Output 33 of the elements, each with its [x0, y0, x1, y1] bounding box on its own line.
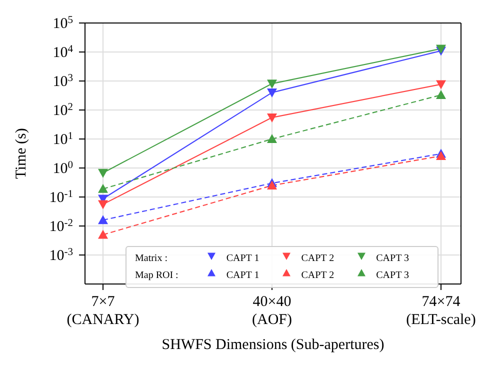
- y-axis-title: Time (s): [13, 128, 30, 179]
- x-axis-title: SHWFS Dimensions (Sub-apertures): [162, 337, 384, 353]
- y-tick-label: 10$^{4}$: [52, 44, 74, 61]
- y-tick-label: 10$^{-2}$: [49, 218, 73, 235]
- legend-label: CAPT 2: [300, 269, 336, 283]
- legend-label: CAPT 1: [225, 252, 260, 266]
- annotation: Matrix :: [134, 252, 168, 266]
- y-tick-label: 10$^{2}$: [52, 102, 73, 119]
- annotation: Map ROI :: [134, 269, 180, 283]
- legend-label: CAPT 1: [225, 269, 260, 283]
- point: [436, 90, 446, 99]
- point: [267, 134, 277, 143]
- point: [98, 168, 108, 178]
- point: [267, 80, 277, 89]
- point: [98, 215, 108, 224]
- point: [267, 88, 277, 98]
- y-tick-label: 10$^{3}$: [52, 72, 73, 90]
- point: [98, 184, 108, 193]
- y-tick-label: 10$^{5}$: [52, 14, 73, 32]
- y-tick-label: 10$^{-3}$: [49, 246, 73, 264]
- point: [436, 80, 446, 90]
- y-tick-label: 10$^{-1}$: [49, 188, 73, 206]
- y-tick-label: 10$^{1}$: [52, 130, 73, 148]
- point: [267, 114, 277, 123]
- legend-label: CAPT 3: [375, 252, 410, 266]
- point: [98, 200, 108, 210]
- y-tick-label: 10$^{0}$: [52, 160, 73, 177]
- x-tick-label: 7×7 (CANARY): [66, 294, 140, 328]
- x-tick-label: 40×40 (AOF): [252, 294, 292, 328]
- point: [98, 230, 108, 239]
- legend-label: CAPT 2: [300, 252, 336, 266]
- legend-label: CAPT 3: [375, 269, 410, 283]
- x-tick-label: 74×74 (ELT-scale): [406, 294, 476, 328]
